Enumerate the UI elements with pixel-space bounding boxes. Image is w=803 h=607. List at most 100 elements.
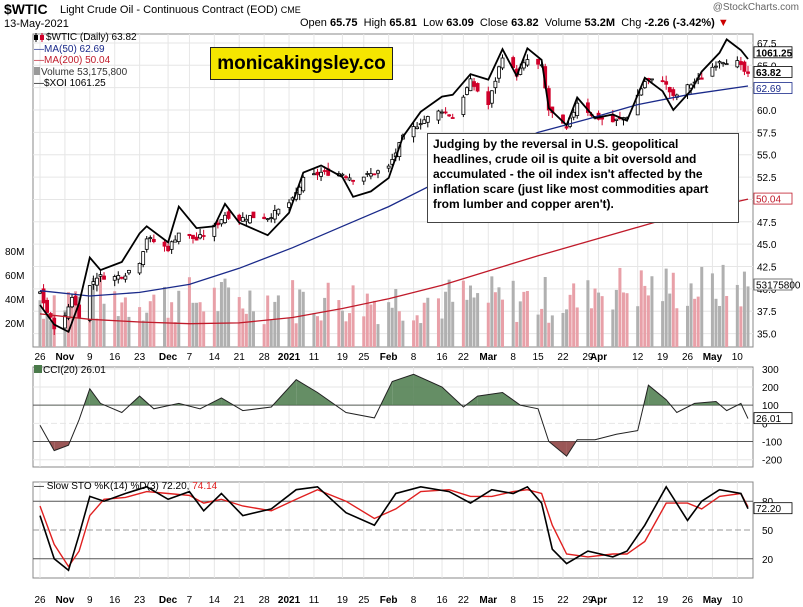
- symbol: $WTIC: [4, 1, 48, 17]
- cci-positive-fill: [637, 385, 649, 406]
- candle-body: [223, 214, 227, 223]
- volume-bar: [42, 318, 46, 347]
- volume-bar: [525, 290, 529, 347]
- volume-value: 53.2M: [584, 17, 616, 29]
- cci-line: [39, 373, 749, 457]
- candle-body: [119, 276, 124, 279]
- volume-bar: [123, 297, 127, 347]
- candle-body: [112, 276, 117, 281]
- candle-body: [614, 118, 619, 121]
- volume-bar: [376, 324, 380, 347]
- x-tick-label: 16: [109, 352, 121, 363]
- volume-bar: [298, 289, 302, 347]
- price-y-tick-label: 60.0: [757, 106, 777, 117]
- candle-body: [262, 216, 267, 220]
- volume-bar: [244, 313, 248, 347]
- volume-bar: [365, 293, 369, 347]
- candle-body: [102, 275, 106, 280]
- volume-bar: [426, 297, 430, 347]
- x-tick-label: 26: [34, 352, 46, 363]
- candle-body: [70, 297, 74, 308]
- candle-body: [45, 299, 50, 313]
- candle-body: [287, 202, 291, 208]
- high-label: High: [363, 17, 387, 29]
- cci-icon: [34, 365, 42, 373]
- volume-bar: [671, 272, 675, 347]
- candle-body: [169, 241, 174, 250]
- candle-body: [660, 80, 665, 83]
- cci-negative-fill: [566, 441, 578, 457]
- volume-bar: [198, 302, 202, 347]
- x-tick-label: 26: [682, 352, 694, 363]
- x-tick-label: 8: [510, 352, 516, 363]
- volume-swatch-icon: [34, 66, 40, 75]
- candle-body: [215, 222, 220, 226]
- volume-bar: [145, 312, 149, 347]
- annotation-box: Judging by the reversal in U.S. geopolit…: [427, 133, 739, 223]
- volume-bar: [316, 316, 320, 347]
- volume-axis-label: 80M: [5, 247, 24, 258]
- chart-date: 13-May-2021: [4, 18, 69, 30]
- volume-bar: [572, 283, 576, 347]
- cci-positive-fill: [296, 379, 318, 406]
- volume-bar: [550, 315, 554, 347]
- x-tick-label: 22: [557, 352, 569, 363]
- volume-bar: [600, 296, 604, 347]
- volume-bar: [390, 307, 394, 347]
- volume-bar: [543, 277, 547, 347]
- volume-bar: [686, 305, 690, 347]
- candle-body: [237, 214, 242, 221]
- x-tick-label: 26: [34, 595, 46, 606]
- candle-body: [450, 117, 455, 119]
- x-tick-label: 14: [209, 595, 221, 606]
- cci-y-tick-label: 100: [762, 401, 779, 412]
- volume-bar: [419, 323, 423, 347]
- volume-bar: [468, 285, 472, 347]
- cci-positive-fill: [317, 392, 346, 406]
- volume-bar: [700, 266, 704, 347]
- cci-y-tick-label: -100: [762, 438, 782, 449]
- candle-body: [735, 60, 740, 68]
- x-tick-label: Nov: [55, 352, 74, 363]
- x-tick-label: Mar: [479, 595, 497, 606]
- open-label: Open: [300, 17, 327, 29]
- volume-bar: [273, 301, 277, 347]
- volume-bar: [725, 295, 729, 347]
- volume-bar: [643, 285, 647, 347]
- legend-volume: Volume 53,175,800: [34, 66, 137, 79]
- volume-bar: [575, 307, 579, 347]
- candle-body: [497, 66, 501, 79]
- sto-k-line: [39, 485, 749, 572]
- candle-body: [667, 86, 672, 93]
- ma200-tag-box: [753, 192, 793, 205]
- candle-body: [489, 90, 494, 104]
- volume-bar: [387, 302, 391, 347]
- x-tick-label: May: [703, 595, 723, 606]
- candle-body: [500, 57, 505, 69]
- x-tick-label: Apr: [590, 352, 607, 363]
- volume-bar: [127, 316, 131, 347]
- stockcharts-brand: @StockCharts.com: [712, 2, 799, 13]
- candle-body: [564, 126, 569, 129]
- volume-bar: [397, 311, 401, 347]
- volume-bar: [269, 320, 273, 347]
- volume-bar: [693, 298, 697, 347]
- x-tick-label: 21: [234, 595, 246, 606]
- candle-body: [66, 306, 71, 319]
- cci-positive-fill: [676, 403, 695, 406]
- volume-bar: [465, 299, 469, 347]
- brand-banner: monicakingsley.co: [210, 47, 393, 80]
- low-value: 63.09: [446, 17, 474, 29]
- xoi-tag: 1061.25: [756, 48, 793, 59]
- volume-bar: [148, 301, 152, 347]
- volume-bar: [120, 302, 124, 347]
- volume-bar: [689, 283, 693, 347]
- candle-body: [176, 232, 181, 242]
- candle-body: [148, 237, 153, 239]
- candle-body: [38, 291, 42, 294]
- candle-body: [272, 210, 277, 220]
- volume-bar: [422, 302, 426, 347]
- volume-bar: [372, 300, 376, 347]
- cci-positive-fill: [392, 374, 414, 406]
- volume-axis-label: 60M: [5, 271, 24, 282]
